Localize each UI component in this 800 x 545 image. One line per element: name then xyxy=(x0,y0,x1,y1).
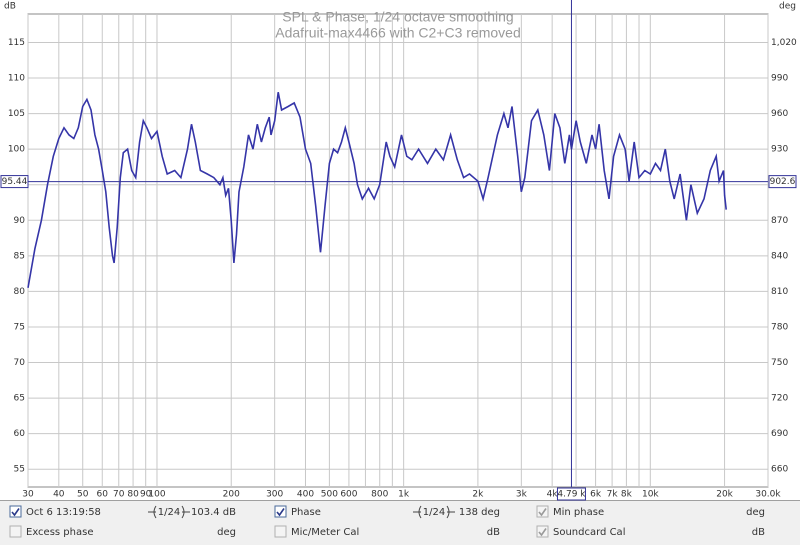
y-tick-label: 90 xyxy=(14,216,26,226)
y2-tick-label: 960 xyxy=(771,109,788,119)
control-bar xyxy=(0,500,800,545)
y-tick-label: 70 xyxy=(14,358,26,368)
x-tick-label: 600 xyxy=(340,490,357,500)
x-tick-label: 1k xyxy=(398,490,410,500)
y-tick-label: 75 xyxy=(14,322,25,332)
cursor-y-label: 95.44 xyxy=(2,177,28,187)
checkmark xyxy=(276,508,285,517)
smoothing-icon[interactable] xyxy=(148,505,190,519)
x-tick-label: 8k xyxy=(621,490,633,500)
x-tick-label: 30 xyxy=(22,490,34,500)
y-tick-label: 110 xyxy=(8,74,25,84)
y-tick-label: 60 xyxy=(14,429,26,439)
x-tick-label: 4k xyxy=(547,490,559,500)
y-tick-label: 65 xyxy=(14,394,25,404)
y-tick-label: 55 xyxy=(14,465,25,475)
x-tick-label: 200 xyxy=(223,490,240,500)
x-tick-label: 20k xyxy=(716,490,733,500)
control-label: Min phase xyxy=(553,507,604,518)
smoothing-icon[interactable] xyxy=(413,505,455,519)
x-tick-label: 30.0k xyxy=(755,490,781,500)
y2-tick-label: 990 xyxy=(771,74,788,84)
x-tick-label: 500 xyxy=(321,490,338,500)
y2-tick-label: 870 xyxy=(771,216,788,226)
control-unit: deg xyxy=(217,527,236,538)
y2-unit: deg xyxy=(779,2,796,12)
y2-tick-label: 1,020 xyxy=(771,38,797,48)
control-unit: deg xyxy=(746,507,765,518)
y-tick-label: 100 xyxy=(8,145,25,155)
y2-tick-label: 720 xyxy=(771,394,788,404)
x-tick-label: 100 xyxy=(148,490,165,500)
x-tick-label: 7k xyxy=(607,490,619,500)
x-tick-label: 3k xyxy=(516,490,528,500)
y2-tick-label: 660 xyxy=(771,465,788,475)
y2-tick-label: 690 xyxy=(771,429,788,439)
checkmark xyxy=(538,528,547,537)
x-tick-label: 40 xyxy=(53,490,65,500)
x-tick-label: 800 xyxy=(371,490,388,500)
control-reading: 103.4 dB xyxy=(191,507,236,518)
x-tick-label: 50 xyxy=(77,490,89,500)
cursor-y-box xyxy=(0,175,29,189)
checkbox[interactable] xyxy=(274,505,287,518)
spl-line xyxy=(27,92,727,288)
control-label: Soundcard Cal xyxy=(553,527,625,538)
cursor-x-box xyxy=(556,487,586,501)
cursor-y2-box xyxy=(768,175,797,189)
y2-tick-label: 930 xyxy=(771,145,788,155)
y2-tick-label: 780 xyxy=(771,322,788,332)
y2-tick-label: 810 xyxy=(771,287,788,297)
y-tick-label: 85 xyxy=(14,251,25,261)
x-tick-label: 60 xyxy=(97,490,109,500)
x-tick-label: 6k xyxy=(590,490,602,500)
x-tick-label: 10k xyxy=(642,490,659,500)
control-label: Mic/Meter Cal xyxy=(291,527,359,538)
x-tick-label: 300 xyxy=(266,490,283,500)
checkbox xyxy=(536,525,549,538)
y-tick-label: 105 xyxy=(8,109,25,119)
checkmark xyxy=(11,508,20,517)
checkbox[interactable] xyxy=(9,505,22,518)
checkbox xyxy=(9,525,22,538)
checkbox xyxy=(536,505,549,518)
x-tick-label: 70 xyxy=(113,490,125,500)
plot-frame xyxy=(27,13,769,488)
x-tick-label: 90 xyxy=(140,490,152,500)
x-tick-label: 2k xyxy=(472,490,484,500)
checkbox xyxy=(274,525,287,538)
control-label: Excess phase xyxy=(26,527,94,538)
y-tick-label: 115 xyxy=(8,38,25,48)
chart-subtitle: Adafruit-max4466 with C2+C3 removed xyxy=(275,25,521,41)
y-unit: dB xyxy=(4,2,16,12)
control-label: Oct 6 13:19:58 xyxy=(26,507,101,518)
control-unit: dB xyxy=(752,527,765,538)
control-reading: 138 deg xyxy=(459,507,500,518)
smoothing-label[interactable]: 1/24 xyxy=(158,507,180,518)
control-label: Phase xyxy=(291,507,321,518)
cursor-y2-label: 902.6 xyxy=(770,177,796,187)
y-tick-label: 80 xyxy=(14,287,26,297)
x-tick-label: 400 xyxy=(297,490,314,500)
y2-tick-label: 750 xyxy=(771,358,788,368)
x-tick-label: 80 xyxy=(127,490,139,500)
chart-title: SPL & Phase, 1/24 octave smoothing xyxy=(282,9,513,25)
checkmark xyxy=(538,508,547,517)
control-unit: dB xyxy=(487,527,500,538)
cursor-x-label: 4.79 k xyxy=(557,490,586,500)
smoothing-label[interactable]: 1/24 xyxy=(423,507,445,518)
y2-tick-label: 840 xyxy=(771,251,788,261)
